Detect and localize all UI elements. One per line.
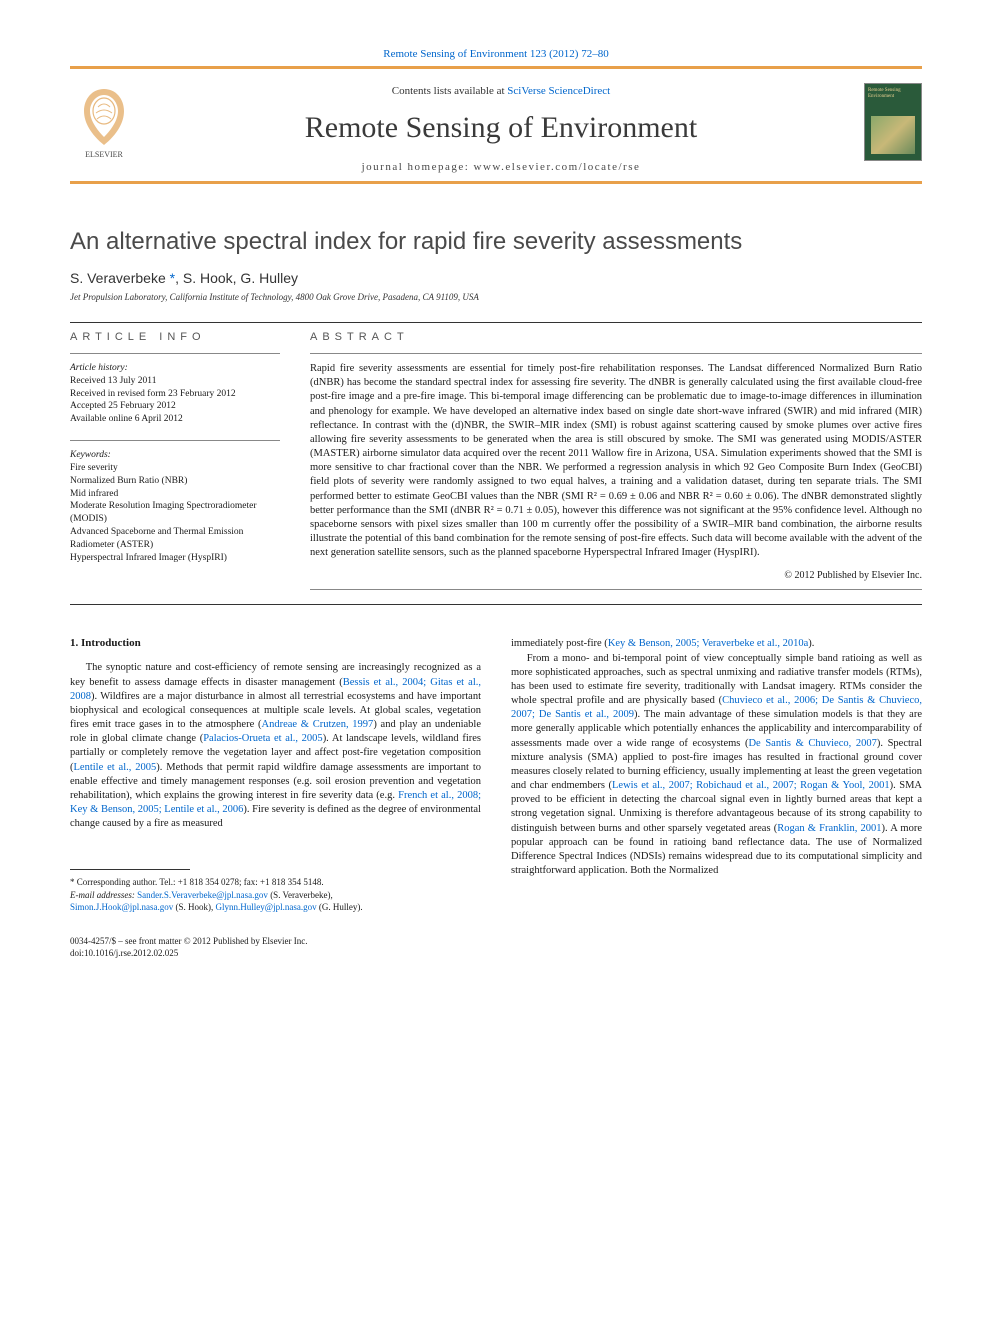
history-item: Received in revised form 23 February 201…	[70, 388, 280, 401]
abstract-end-rule	[310, 589, 922, 590]
top-orange-rule	[70, 66, 922, 69]
history-label: Article history:	[70, 362, 280, 375]
article-title: An alternative spectral index for rapid …	[70, 228, 922, 256]
keyword: Advanced Spaceborne and Thermal Emission…	[70, 526, 280, 552]
sciencedirect-link[interactable]: SciVerse ScienceDirect	[507, 85, 610, 97]
body-right-text: immediately post-fire (Key & Benson, 200…	[511, 637, 922, 878]
keyword: Mid infrared	[70, 488, 280, 501]
history-item: Available online 6 April 2012	[70, 413, 280, 426]
corresponding-author: * Corresponding author. Tel.: +1 818 354…	[70, 876, 481, 888]
body-paragraph: The synoptic nature and cost-efficiency …	[70, 661, 481, 831]
front-matter-line: 0034-4257/$ – see front matter © 2012 Pu…	[70, 935, 481, 947]
article-history: Article history: Received 13 July 2011 R…	[70, 362, 280, 426]
journal-ref-link[interactable]: Remote Sensing of Environment 123 (2012)…	[70, 48, 922, 60]
body-left-text: The synoptic nature and cost-efficiency …	[70, 661, 481, 831]
journal-cover-thumbnail: Remote Sensing Environment	[864, 83, 922, 161]
body-paragraph: From a mono- and bi-temporal point of vi…	[511, 652, 922, 879]
footnote-rule	[70, 869, 190, 870]
homepage-url[interactable]: www.elsevier.com/locate/rse	[474, 161, 641, 173]
homepage-prefix: journal homepage:	[362, 161, 474, 173]
bottom-meta: 0034-4257/$ – see front matter © 2012 Pu…	[70, 935, 481, 959]
divider-rule-2	[70, 604, 922, 605]
history-item: Accepted 25 February 2012	[70, 400, 280, 413]
keywords-sub-rule	[70, 440, 280, 441]
abstract-label: ABSTRACT	[310, 331, 922, 343]
body-two-column: 1. Introduction The synoptic nature and …	[70, 637, 922, 959]
email-who: (G. Hulley).	[319, 902, 363, 912]
info-sub-rule	[70, 353, 280, 354]
doi-line: doi:10.1016/j.rse.2012.02.025	[70, 947, 481, 959]
article-info-label: ARTICLE INFO	[70, 331, 280, 343]
keyword: Hyperspectral Infrared Imager (HyspIRI)	[70, 552, 280, 565]
divider-rule	[70, 322, 922, 323]
email-link[interactable]: Simon.J.Hook@jpl.nasa.gov	[70, 902, 173, 912]
keyword: Normalized Burn Ratio (NBR)	[70, 475, 280, 488]
abstract-sub-rule	[310, 353, 922, 354]
history-item: Received 13 July 2011	[70, 375, 280, 388]
email-link[interactable]: Sander.S.Veraverbeke@jpl.nasa.gov	[137, 890, 268, 900]
contents-line: Contents lists available at SciVerse Sci…	[156, 85, 846, 97]
abstract-copyright: © 2012 Published by Elsevier Inc.	[310, 570, 922, 581]
intro-heading: 1. Introduction	[70, 637, 481, 649]
authors-line: S. Veraverbeke *, S. Hook, G. Hulley	[70, 270, 922, 286]
body-lead-fragment: immediately post-fire (Key & Benson, 200…	[511, 637, 922, 651]
journal-header: ELSEVIER Contents lists available at Sci…	[70, 83, 922, 173]
keyword: Moderate Resolution Imaging Spectroradio…	[70, 500, 280, 526]
svg-text:ELSEVIER: ELSEVIER	[85, 150, 123, 159]
keywords-block: Keywords: Fire severity Normalized Burn …	[70, 449, 280, 564]
email-link[interactable]: Glynn.Hulley@jpl.nasa.gov	[216, 902, 317, 912]
keyword: Fire severity	[70, 462, 280, 475]
cover-label: Remote Sensing Environment	[868, 88, 918, 99]
email-who: (S. Hook),	[176, 902, 214, 912]
abstract-text: Rapid fire severity assessments are esse…	[310, 362, 922, 560]
homepage-line: journal homepage: www.elsevier.com/locat…	[156, 161, 846, 173]
contents-prefix: Contents lists available at	[392, 85, 507, 97]
email-who: (S. Veraverbeke),	[270, 890, 333, 900]
cover-image-icon	[871, 116, 915, 154]
keywords-label: Keywords:	[70, 449, 280, 462]
bottom-orange-rule	[70, 181, 922, 184]
elsevier-logo: ELSEVIER	[70, 83, 138, 161]
journal-title: Remote Sensing of Environment	[156, 111, 846, 145]
email-label: E-mail addresses:	[70, 890, 135, 900]
footnotes: * Corresponding author. Tel.: +1 818 354…	[70, 876, 481, 912]
affiliation: Jet Propulsion Laboratory, California In…	[70, 292, 922, 302]
